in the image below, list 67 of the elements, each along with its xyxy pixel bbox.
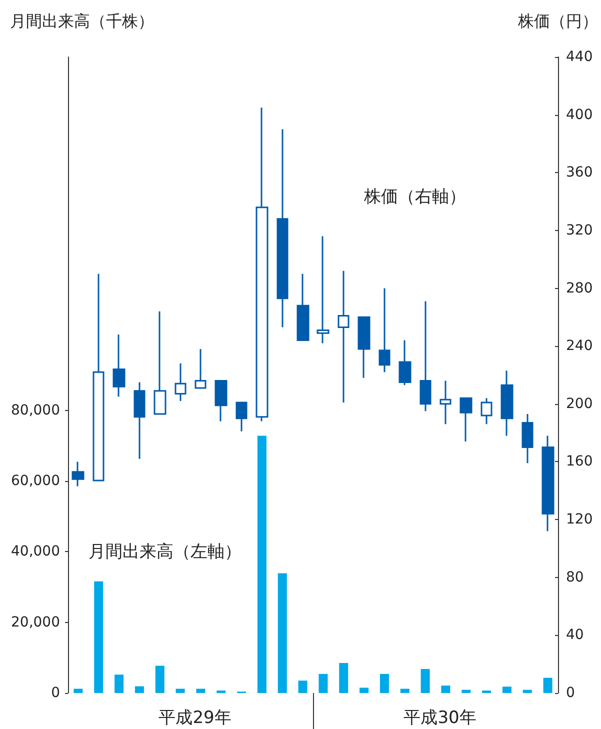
y2-tick-label: 280 bbox=[566, 280, 593, 296]
y2-tick-label: 40 bbox=[566, 627, 584, 644]
candlestick bbox=[316, 235, 330, 344]
bar bbox=[74, 688, 83, 693]
y-tick-label: 80,000 bbox=[11, 402, 60, 418]
bar bbox=[339, 662, 348, 693]
annotation: 株価（右軸） bbox=[363, 187, 466, 207]
bar bbox=[380, 674, 389, 693]
bar bbox=[420, 668, 430, 693]
candlestick bbox=[154, 310, 166, 415]
candlestick bbox=[522, 413, 534, 464]
bar bbox=[502, 686, 512, 693]
y2-tick-label: 80 bbox=[566, 569, 584, 586]
candlestick bbox=[500, 370, 514, 436]
candlestick bbox=[296, 273, 310, 342]
bar bbox=[522, 690, 532, 693]
candlestick bbox=[276, 128, 288, 328]
bar bbox=[543, 678, 552, 693]
y-tick-label: 60,000 bbox=[11, 473, 60, 489]
bar bbox=[114, 674, 124, 693]
bar bbox=[94, 581, 104, 693]
annotation: 月間出来高（左軸） bbox=[88, 542, 242, 562]
bar bbox=[318, 674, 328, 693]
bar bbox=[298, 680, 308, 693]
y-tick-label: 20,000 bbox=[11, 614, 60, 630]
text: 平成30年 bbox=[404, 708, 476, 728]
y2-tick-label: 160 bbox=[566, 454, 593, 470]
candlestick bbox=[480, 397, 492, 425]
candlestick bbox=[398, 340, 412, 386]
candlestick bbox=[378, 288, 390, 373]
y2-tick-label: 320 bbox=[566, 222, 593, 238]
y2-tick-label: 200 bbox=[566, 396, 593, 412]
candlestick bbox=[214, 380, 228, 422]
candlestick bbox=[256, 106, 268, 422]
candlestick bbox=[72, 460, 84, 488]
candlestick bbox=[420, 300, 432, 412]
candlestick bbox=[440, 380, 452, 425]
bar bbox=[441, 686, 450, 693]
y-axis-title: 月間出来高（千株） bbox=[10, 12, 154, 30]
candlestick bbox=[460, 397, 472, 442]
y2-tick-label: 400 bbox=[566, 106, 593, 123]
candlestick bbox=[236, 402, 248, 432]
bar bbox=[360, 688, 369, 693]
candlestick bbox=[112, 334, 126, 398]
bar bbox=[462, 690, 471, 693]
bar bbox=[176, 688, 185, 693]
y2-tick-label: 440 bbox=[566, 49, 593, 65]
candlestick bbox=[134, 381, 146, 460]
bar bbox=[155, 666, 164, 693]
y-tick-label: 0 bbox=[51, 685, 60, 701]
bar bbox=[134, 686, 144, 693]
y2-axis-title: 株価（円） bbox=[517, 12, 598, 30]
candlestick bbox=[358, 316, 370, 379]
text: 平成29年 bbox=[158, 708, 232, 728]
y-tick-label: 40,000 bbox=[11, 544, 60, 560]
bar bbox=[278, 573, 287, 693]
bar bbox=[196, 688, 206, 693]
y2-tick-label: 0 bbox=[566, 685, 575, 701]
bar bbox=[257, 436, 266, 693]
candlestick bbox=[174, 362, 186, 402]
y2-tick-label: 120 bbox=[566, 512, 593, 528]
candlestick bbox=[92, 273, 104, 482]
bar bbox=[400, 688, 410, 693]
candlestick bbox=[338, 270, 350, 404]
y2-tick-label: 240 bbox=[566, 338, 593, 354]
candlestick bbox=[194, 348, 206, 389]
y2-tick-label: 360 bbox=[566, 164, 593, 181]
